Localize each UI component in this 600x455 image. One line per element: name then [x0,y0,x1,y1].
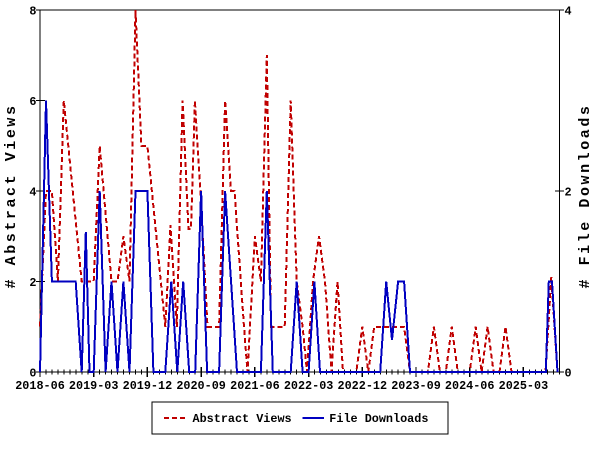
svg-text:4: 4 [29,185,36,199]
svg-text:# File Downloads: # File Downloads [577,104,594,289]
svg-text:6: 6 [29,95,36,109]
svg-text:2: 2 [565,185,572,199]
svg-text:2018-06: 2018-06 [15,379,65,393]
svg-text:# Abstract Views: # Abstract Views [3,104,20,289]
svg-text:2023-09: 2023-09 [391,379,441,393]
svg-text:0: 0 [565,366,572,380]
svg-text:8: 8 [29,4,36,18]
svg-text:0: 0 [29,366,36,380]
svg-text:2022-12: 2022-12 [338,379,388,393]
svg-text:2021-06: 2021-06 [230,379,280,393]
svg-text:2019-12: 2019-12 [123,379,173,393]
svg-text:2022-03: 2022-03 [284,379,334,393]
svg-text:4: 4 [565,4,572,18]
svg-text:Abstract Views: Abstract Views [193,412,292,426]
svg-text:2024-06: 2024-06 [445,379,495,393]
svg-text:2020-09: 2020-09 [176,379,226,393]
svg-text:File Downloads: File Downloads [329,412,428,426]
svg-text:2025-03: 2025-03 [499,379,549,393]
svg-text:2019-03: 2019-03 [69,379,119,393]
svg-text:2: 2 [29,276,36,290]
